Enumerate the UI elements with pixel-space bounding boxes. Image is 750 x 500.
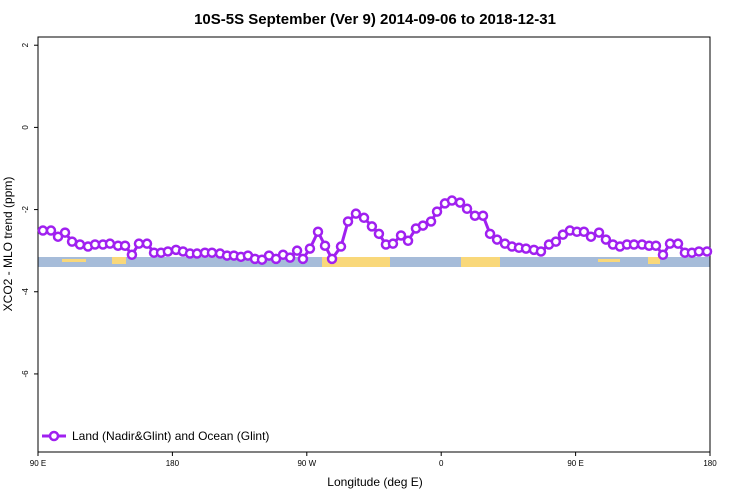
land-ocean-strip	[38, 257, 710, 267]
land-band	[322, 257, 390, 267]
data-point	[37, 225, 49, 236]
data-point	[304, 243, 316, 254]
plot-frame	[37, 36, 711, 453]
data-point	[535, 246, 547, 257]
data-point	[133, 238, 145, 249]
data-point	[342, 216, 354, 227]
data-point	[335, 241, 347, 252]
chart-title: 10S-5S September (Ver 9) 2014-09-06 to 2…	[194, 11, 556, 28]
data-point	[59, 227, 71, 238]
data-point	[395, 230, 407, 241]
land-band	[62, 259, 86, 262]
data-point	[520, 243, 532, 254]
land-band	[648, 257, 660, 264]
data-point	[672, 238, 684, 249]
data-point	[206, 247, 218, 258]
y-tick-label: 0	[21, 125, 30, 130]
data-point	[578, 226, 590, 238]
y-tick-label: -4	[21, 288, 30, 296]
y-tick-label: -2	[21, 205, 30, 213]
data-point	[469, 210, 481, 221]
data-point	[284, 252, 296, 263]
data-point	[417, 220, 429, 231]
data-point	[141, 238, 153, 249]
legend: Land (Nadir&Glint) and Ocean (Glint)	[42, 429, 269, 443]
land-band	[461, 257, 500, 267]
x-axis-label: Longitude (deg E)	[327, 475, 422, 489]
data-point	[45, 225, 57, 236]
data-point	[431, 206, 443, 217]
data-point	[291, 245, 303, 256]
legend-label: Land (Nadir&Glint) and Ocean (Glint)	[72, 429, 269, 443]
data-point	[454, 197, 466, 208]
data-point	[701, 246, 713, 257]
legend-marker	[48, 430, 60, 442]
x-tick-label: 90 W	[297, 459, 316, 468]
data-point	[350, 208, 362, 219]
x-tick-label: 0	[439, 459, 444, 468]
data-point	[162, 246, 174, 257]
land-band	[112, 257, 126, 264]
data-point	[550, 236, 562, 247]
data-point	[387, 238, 399, 249]
data-point	[104, 238, 116, 249]
y-tick-label: 2	[21, 42, 30, 47]
data-point	[319, 240, 331, 251]
data-point	[461, 203, 473, 215]
data-point	[358, 212, 370, 224]
data-point	[585, 231, 597, 242]
data-point	[477, 210, 489, 221]
y-axis-label: XCO2 - MLO trend (ppm)	[1, 177, 15, 312]
data-point	[297, 253, 309, 265]
x-tick-label: 90 E	[567, 459, 583, 468]
data-point	[126, 249, 138, 261]
data-point	[425, 216, 437, 227]
y-tick-label: -6	[21, 370, 30, 378]
data-point	[402, 235, 414, 247]
data-point	[600, 234, 612, 245]
data-point	[650, 240, 662, 251]
x-tick-label: 180	[703, 459, 717, 468]
data-point	[366, 221, 378, 232]
data-point	[326, 253, 338, 265]
land-band	[598, 259, 620, 262]
x-tick-label: 90 E	[30, 459, 46, 468]
data-point	[593, 227, 605, 238]
data-point	[312, 226, 324, 238]
data-point	[664, 238, 676, 249]
data-point	[657, 249, 669, 261]
data-point	[628, 239, 640, 250]
data-point	[119, 240, 131, 251]
x-tick-label: 180	[166, 459, 180, 468]
data-point	[373, 228, 385, 240]
data-point	[491, 234, 503, 245]
data-point	[446, 195, 458, 206]
data-point	[74, 239, 86, 250]
data-point	[693, 246, 705, 257]
data-point	[484, 228, 496, 240]
